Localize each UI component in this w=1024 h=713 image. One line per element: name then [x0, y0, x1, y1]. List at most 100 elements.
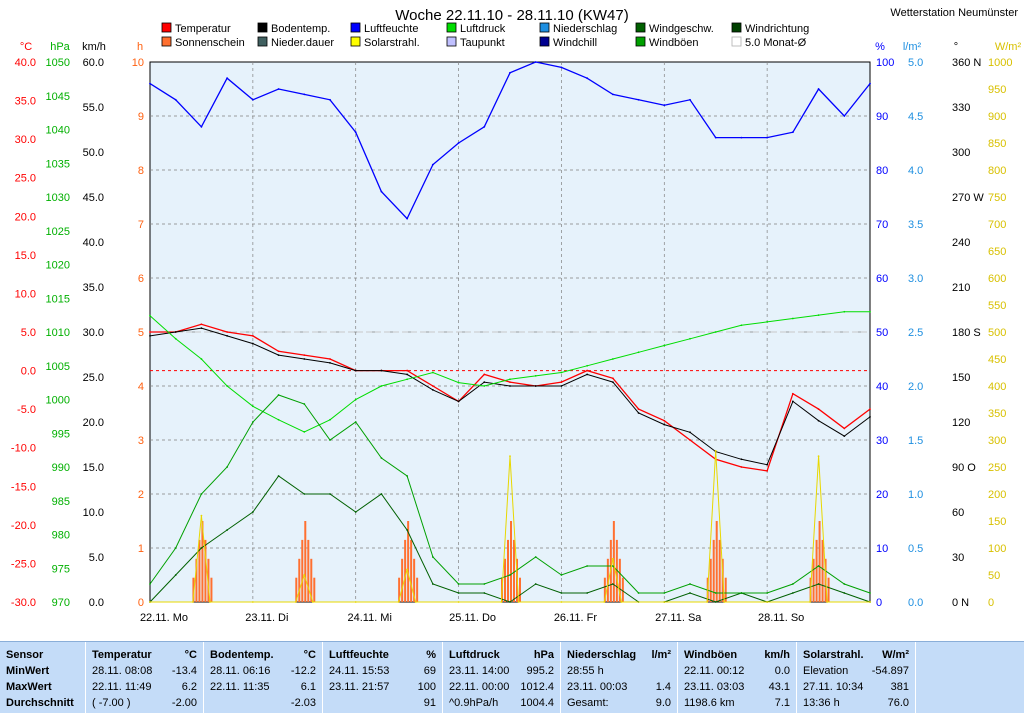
axis-tick-right: 0 N — [952, 597, 969, 609]
axis-tick-right: 50 — [876, 327, 888, 339]
sunshine-bar — [519, 577, 521, 602]
data-point-windgeschw — [714, 601, 717, 603]
axis-unit-left: km/h — [82, 41, 106, 53]
data-point-windgeschw — [611, 583, 614, 585]
legend: Temperatur Bodentemp. Luftfeuchte Luftdruck… — [161, 22, 809, 49]
axis-tick-left: 995 — [52, 428, 70, 440]
data-point-temperatur — [663, 419, 666, 422]
data-point-windgeschw — [509, 601, 511, 603]
data-point-windgeschw — [303, 493, 306, 495]
data-point-luftdruck — [560, 371, 563, 374]
data-point-bodentemp — [226, 334, 229, 337]
data-point-solarstrahl — [611, 557, 614, 560]
axis-tick-right: 600 — [988, 273, 1006, 285]
data-point-luftdruck — [200, 358, 203, 360]
data-point-luftdruck — [329, 418, 331, 421]
data-point-luftfeuchte — [560, 66, 563, 69]
legend-swatch — [161, 22, 172, 33]
data-point-solarstrahl — [509, 455, 511, 458]
data-point-luftfeuchte — [791, 131, 794, 134]
axis-tick-left: 25.0 — [15, 173, 36, 185]
stats-row: 28.11. 06:16 -12.2 — [210, 663, 316, 679]
sunshine-bar — [301, 539, 304, 602]
axis-tick-right: 550 — [988, 300, 1006, 312]
axis-tick-right: 4.0 — [908, 165, 923, 177]
stats-cell-label: 23.11. 21:57 — [329, 681, 390, 693]
axis-tick-left: 975 — [52, 563, 70, 575]
axis-tick-right: 60 — [876, 273, 888, 285]
axis-tick-right: 1000 — [988, 57, 1012, 69]
sunshine-bar — [404, 539, 407, 602]
stats-cell-label: Solarstrahl. — [803, 649, 864, 661]
sunshine-bar — [204, 539, 207, 602]
sunshine-bar — [815, 539, 818, 602]
data-point-solarstrahl — [517, 601, 520, 603]
legend-label: Solarstrahl. — [364, 37, 420, 49]
axis-tick-right: 3.5 — [908, 219, 923, 231]
data-point-temperatur — [406, 369, 409, 372]
data-point-luftfeuchte — [406, 217, 409, 220]
axis-tick-left: 15.0 — [83, 462, 104, 474]
data-point-temperatur — [869, 408, 871, 411]
data-point-temperatur — [611, 377, 614, 380]
data-point-luftfeuchte — [380, 190, 383, 193]
legend-label: Taupunkt — [460, 37, 505, 49]
stats-column: Solarstrahl. W/m² Elevation -54.897 27.11. 1… — [797, 642, 916, 713]
data-point-luftfeuchte — [740, 136, 743, 139]
data-point-luftfeuchte — [251, 98, 254, 101]
stats-column: Windböen km/h 22.11. 00:12 0.0 23.11. 03:03 4… — [678, 642, 797, 713]
data-point-bodentemp — [509, 385, 511, 387]
axis-tick-left: 1015 — [46, 293, 70, 305]
data-point-temperatur — [740, 466, 743, 468]
axis-tick-left: 60.0 — [83, 57, 104, 69]
axis-tick-left: -20.0 — [11, 520, 36, 532]
sunshine-bar — [621, 577, 624, 602]
axis-tick-left: 0 — [138, 597, 144, 609]
stats-cell-label: 28:55 h — [567, 665, 604, 677]
sunshine-bar — [718, 539, 721, 602]
data-point-windgeschw — [329, 493, 331, 495]
stats-cell-value: 69 — [423, 665, 436, 677]
axis-tick-x: 26.11. Fr — [554, 612, 598, 624]
axis-tick-right: 360 N — [952, 57, 981, 69]
stats-cell-value: hPa — [533, 649, 554, 661]
data-point-luftdruck — [689, 337, 691, 340]
data-point-windb-en — [200, 493, 203, 495]
axis-tick-left: 15.0 — [15, 250, 36, 262]
axis-tick-right: 3.0 — [908, 273, 923, 285]
data-point-windb-en — [251, 421, 254, 423]
data-point-luftdruck — [226, 385, 229, 387]
data-point-windb-en — [689, 583, 691, 585]
data-point-temperatur — [483, 373, 486, 376]
data-point-solarstrahl — [354, 601, 357, 603]
stats-row: 23.11. 14:00 995.2 — [449, 663, 554, 679]
data-point-luftdruck — [586, 364, 589, 367]
stats-row: 22.11. 00:00 1012.4 — [449, 679, 554, 695]
data-point-windgeschw — [791, 592, 794, 594]
data-point-solarstrahl — [397, 601, 400, 603]
data-point-windgeschw — [277, 475, 280, 477]
data-point-solarstrahl — [560, 601, 563, 603]
data-point-bodentemp — [200, 327, 203, 330]
stats-row: 1198.6 km 7.1 — [684, 695, 790, 711]
data-point-bodentemp — [277, 354, 280, 357]
axis-tick-right: 450 — [988, 354, 1006, 366]
stats-cell-label: 22.11. 00:12 — [684, 665, 745, 677]
stats-cell-label: 13:36 h — [803, 697, 840, 709]
axes: °C40.035.030.025.020.015.010.05.00.0-5.0… — [11, 41, 1022, 624]
stats-cell-value: 381 — [890, 681, 909, 693]
axis-tick-right: 100 — [988, 543, 1006, 555]
sunshine-bar — [818, 521, 821, 602]
axis-tick-right: 10 — [876, 543, 888, 555]
weather-chart: Woche 22.11.10 - 28.11.10 (KW47) Wetters… — [11, 7, 1022, 624]
axis-tick-x: 28.11. So — [758, 612, 804, 624]
data-point-bodentemp — [611, 381, 614, 384]
stats-cell-value: 76.0 — [887, 697, 909, 709]
data-point-luftdruck — [663, 344, 666, 347]
axis-tick-right: 850 — [988, 138, 1006, 150]
axis-tick-right: 270 W — [952, 192, 984, 204]
data-point-luftfeuchte — [200, 125, 203, 128]
data-point-solarstrahl — [311, 601, 314, 603]
data-point-luftfeuchte — [174, 98, 177, 101]
axis-unit-right: ° — [954, 41, 958, 53]
